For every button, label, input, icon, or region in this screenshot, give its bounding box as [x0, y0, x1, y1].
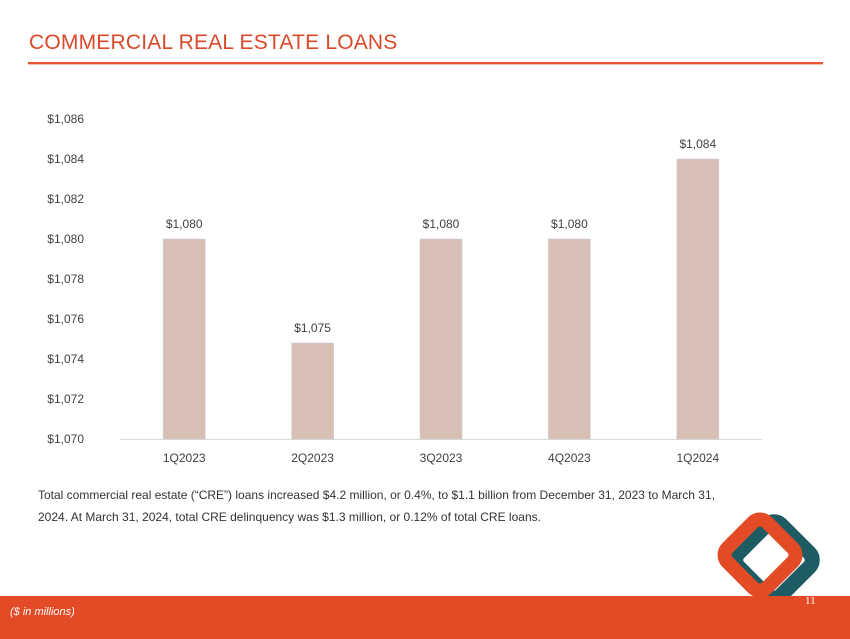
title-divider — [28, 62, 823, 64]
bar-1Q2024 — [676, 158, 720, 440]
bar-4Q2023 — [548, 238, 591, 440]
y-tick-label: $1,072 — [47, 392, 84, 406]
y-tick-label: $1,086 — [47, 112, 84, 126]
y-tick-label: $1,084 — [47, 152, 84, 166]
x-tick-label: 2Q2023 — [291, 451, 334, 465]
x-tick-label: 4Q2023 — [548, 451, 591, 465]
y-axis-ticks: $1,070 $1,072 $1,074 $1,076 $1,078 $1,080 $1,0… — [47, 112, 84, 446]
bar-2Q2023 — [291, 342, 334, 440]
bar-chart: $1,070$1,072$1,074$1,076$1,078$1,080$1,0… — [47, 112, 762, 465]
y-tick-label: $1,074 — [47, 352, 84, 366]
data-label: $1,080 — [551, 217, 588, 231]
diamond-logo-icon — [717, 512, 820, 606]
x-tick-label: 3Q2023 — [420, 451, 463, 465]
units-footnote: ($ in millions) — [10, 606, 75, 618]
data-label: $1,080 — [423, 217, 460, 231]
commentary-text: Total commercial real estate (“CRE”) loa… — [38, 488, 715, 524]
footer-bar — [0, 596, 850, 639]
page-title: COMMERCIAL REAL ESTATE LOANS — [29, 31, 398, 54]
y-tick-label: $1,070 — [47, 432, 84, 446]
data-label: $1,075 — [294, 321, 331, 335]
bar-3Q2023 — [419, 238, 463, 440]
page-number: 11 — [805, 595, 816, 607]
x-axis-ticks: 1Q2023 2Q2023 3Q2023 4Q2023 1Q2024 — [163, 451, 720, 465]
y-tick-label: $1,080 — [47, 232, 84, 246]
y-tick-label: $1,082 — [47, 192, 84, 206]
y-tick-label: $1,078 — [47, 272, 84, 286]
title-divider-shadow — [28, 64, 823, 65]
x-tick-label: 1Q2023 — [163, 451, 206, 465]
y-tick-label: $1,076 — [47, 312, 84, 326]
bar-1Q2023 — [162, 238, 206, 440]
bars — [162, 158, 720, 440]
data-labels: $1,080 $1,075 $1,080 $1,080 $1,084 — [166, 137, 717, 335]
data-label: $1,080 — [166, 217, 203, 231]
data-label: $1,084 — [679, 137, 716, 151]
x-tick-label: 1Q2024 — [676, 451, 719, 465]
